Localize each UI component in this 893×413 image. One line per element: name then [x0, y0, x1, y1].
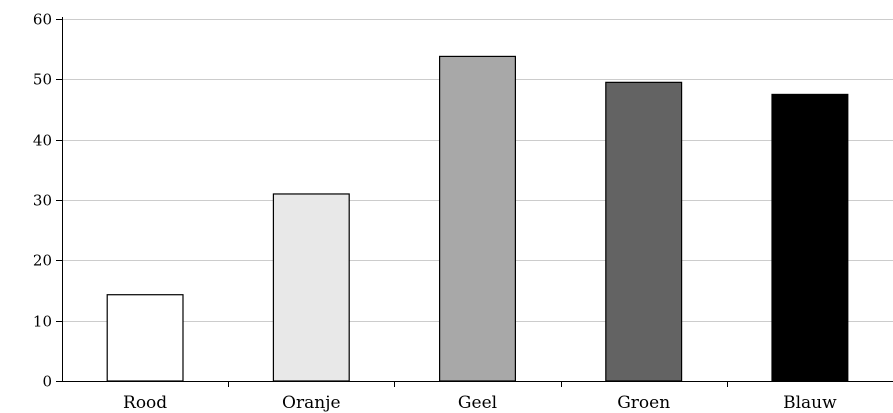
- y-tick-label-30: 30: [33, 192, 52, 210]
- bar-groen: [605, 81, 683, 382]
- y-tick-label-40: 40: [33, 132, 52, 150]
- y-tick-label-50: 50: [33, 71, 52, 89]
- x-tick-label-oranje: Oranje: [282, 393, 340, 413]
- axes: [56, 17, 893, 387]
- bar-rood: [106, 294, 184, 382]
- x-tick-label-blauw: Blauw: [783, 393, 837, 413]
- x-tick-labels: Rood Oranje Geel Groen Blauw: [123, 393, 837, 413]
- bar-blauw: [771, 93, 849, 382]
- x-tick-label-groen: Groen: [617, 393, 670, 413]
- x-tick-label-geel: Geel: [458, 393, 497, 413]
- y-tick-labels: 0 10 20 30 40 50 60: [33, 11, 52, 391]
- bars: [106, 55, 849, 382]
- bar-oranje: [272, 193, 350, 382]
- x-tick-label-rood: Rood: [123, 393, 167, 413]
- y-tick-label-60: 60: [33, 11, 52, 29]
- bar-geel: [439, 55, 516, 382]
- y-tick-label-0: 0: [42, 373, 52, 391]
- y-tick-label-20: 20: [33, 252, 52, 270]
- y-tick-label-10: 10: [33, 313, 52, 331]
